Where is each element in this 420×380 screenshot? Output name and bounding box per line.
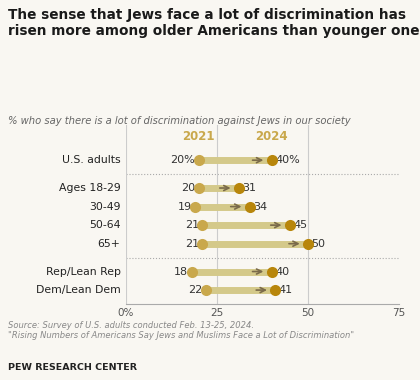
Text: PEW RESEARCH CENTER: PEW RESEARCH CENTER — [8, 363, 137, 372]
Text: 19: 19 — [177, 201, 192, 212]
Text: 21: 21 — [185, 220, 199, 230]
Text: 20%: 20% — [171, 155, 195, 165]
Text: 2021: 2021 — [183, 130, 215, 144]
Text: 50-64: 50-64 — [89, 220, 121, 230]
Text: U.S. adults: U.S. adults — [62, 155, 121, 165]
Text: % who say there is a lot of discrimination against Jews in our society: % who say there is a lot of discriminati… — [8, 116, 351, 126]
Text: 41: 41 — [279, 285, 293, 295]
Text: 40: 40 — [275, 266, 289, 277]
Text: 22: 22 — [188, 285, 202, 295]
Text: 21: 21 — [185, 239, 199, 249]
Text: 31: 31 — [242, 183, 257, 193]
Text: 30-49: 30-49 — [89, 201, 121, 212]
Text: Source: Survey of U.S. adults conducted Feb. 13-25, 2024.
"Rising Numbers of Ame: Source: Survey of U.S. adults conducted … — [8, 321, 354, 340]
Text: 2024: 2024 — [255, 130, 288, 144]
Text: 18: 18 — [174, 266, 188, 277]
Text: 65+: 65+ — [98, 239, 121, 249]
Text: 50: 50 — [312, 239, 326, 249]
Text: 40%: 40% — [275, 155, 300, 165]
Text: 45: 45 — [294, 220, 307, 230]
Text: 34: 34 — [253, 201, 268, 212]
Text: Rep/Lean Rep: Rep/Lean Rep — [45, 266, 121, 277]
Text: 20: 20 — [181, 183, 195, 193]
Text: Ages 18-29: Ages 18-29 — [59, 183, 121, 193]
Text: Dem/Lean Dem: Dem/Lean Dem — [36, 285, 121, 295]
Text: The sense that Jews face a lot of discrimination has
risen more among older Amer: The sense that Jews face a lot of discri… — [8, 8, 420, 38]
